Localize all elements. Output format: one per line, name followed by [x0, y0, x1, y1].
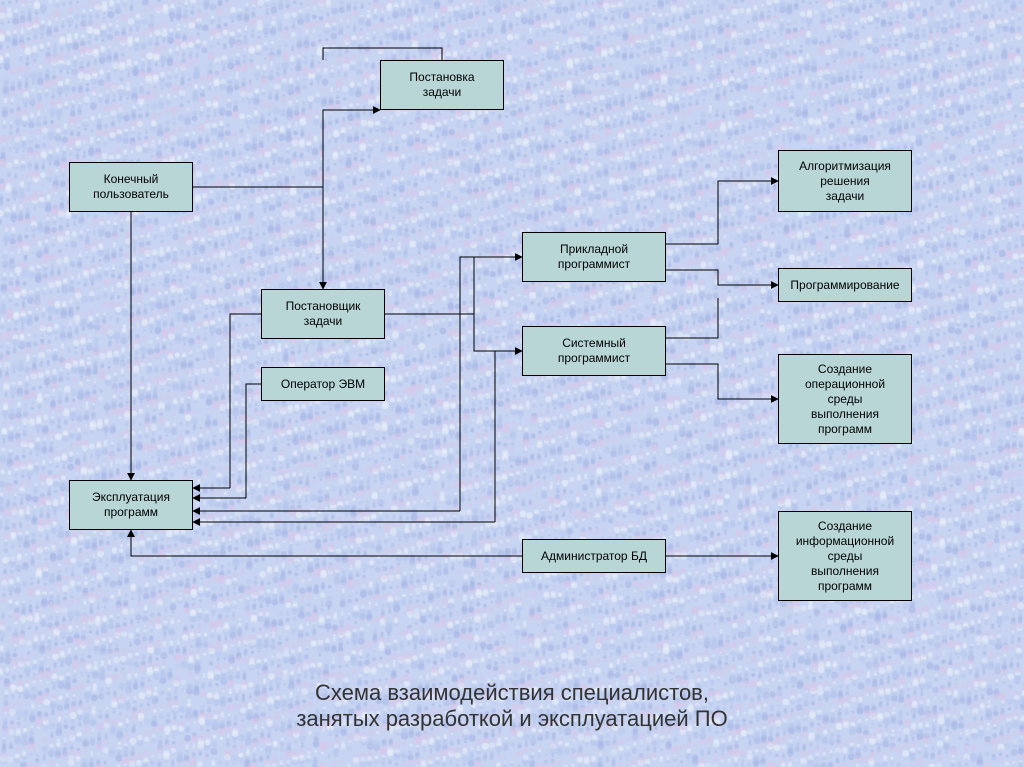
- diagram-canvas: Конечныйпользователь Постановщикзадачи Пос…: [0, 0, 1024, 767]
- diagram-caption: Схема взаимодействия специалистов, занят…: [0, 680, 1024, 732]
- node-endUser: Конечныйпользователь: [69, 162, 193, 212]
- node-operator: Оператор ЭВМ: [261, 367, 385, 401]
- node-appProg: Прикладнойпрограммист: [522, 232, 666, 282]
- caption-line2: занятых разработкой и эксплуатацией ПО: [0, 706, 1024, 732]
- node-taskStatement: Постановказадачи: [380, 60, 504, 110]
- node-infoEnv: Созданиеинформационнойсредывыполненияпро…: [778, 511, 912, 601]
- caption-line1: Схема взаимодействия специалистов,: [0, 680, 1024, 706]
- node-sysProg: Системныйпрограммист: [522, 326, 666, 376]
- node-exploit: Эксплуатацияпрограмм: [69, 480, 193, 530]
- node-osEnv: Созданиеоперационнойсредывыполненияпрогр…: [778, 354, 912, 444]
- node-programming: Программирование: [778, 268, 912, 302]
- node-dbAdmin: Администратор БД: [522, 539, 666, 573]
- node-algo: Алгоритмизациярешениязадачи: [778, 150, 912, 212]
- node-taskSetter: Постановщикзадачи: [261, 289, 385, 339]
